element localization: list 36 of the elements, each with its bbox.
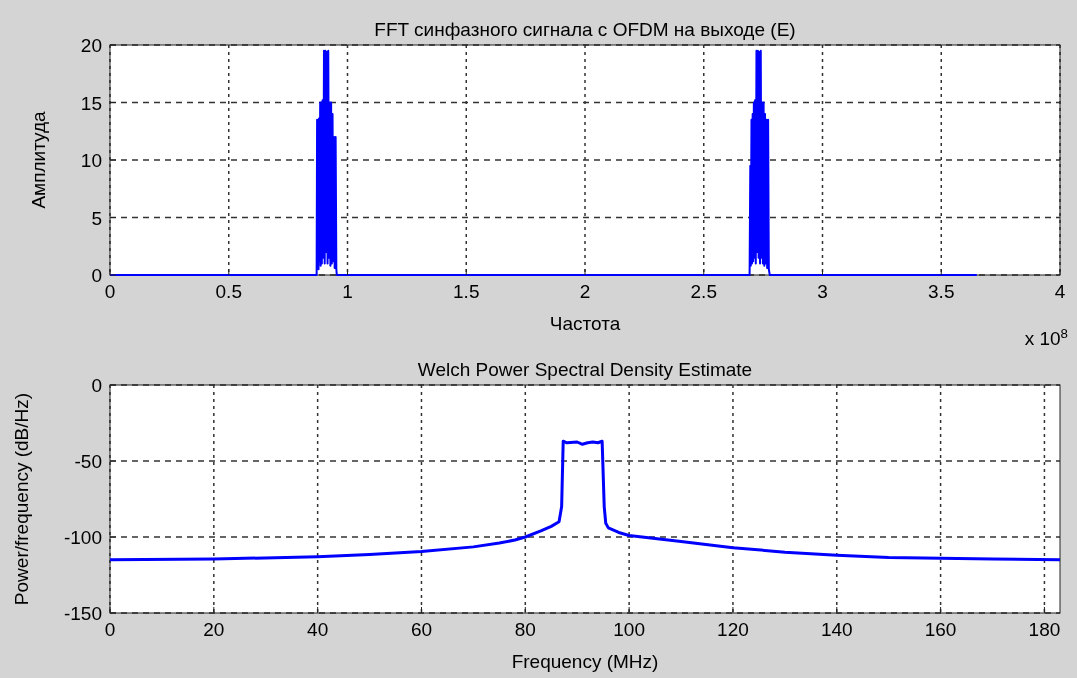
x-tick-label: 0	[104, 281, 116, 302]
y-tick-label: 15	[80, 92, 102, 114]
x-tick-label: 0.5	[215, 281, 242, 302]
x-tick-label: 2	[579, 281, 591, 302]
y-axis-title: Амплитуда	[28, 110, 49, 209]
x-tick-label: 2.5	[690, 281, 717, 302]
y-tick-label: 10	[80, 150, 102, 171]
x-axis-title: Частота	[549, 313, 621, 334]
x-tick-label: 0	[104, 619, 116, 640]
line-series	[108, 439, 1062, 562]
x-tick-label: 40	[307, 619, 329, 640]
x-tick-label: 3	[817, 281, 828, 302]
x-tick-label: 1	[342, 281, 353, 302]
x-tick-label: 80	[514, 619, 536, 640]
y-tick-label: 5	[91, 207, 102, 229]
y-tick-label: 20	[80, 35, 102, 56]
y-tick-label: -100	[63, 527, 102, 548]
x-tick-label: 20	[203, 619, 225, 640]
chart-title: Welch Power Spectral Density Estimate	[417, 359, 753, 380]
y-tick-label: 0	[91, 375, 102, 396]
x-tick-label: 4	[1054, 281, 1066, 302]
x-tick-label: 1.5	[453, 281, 480, 302]
y-tick-label: 0	[91, 265, 102, 286]
y-tick-label: -50	[74, 451, 102, 472]
x-tick-label: 140	[820, 619, 853, 640]
x-tick-label: 3.5	[928, 281, 955, 302]
chart-title: FFT синфазного сигнала с OFDM на выходе (E)	[374, 19, 796, 40]
x-tick-label: 100	[613, 619, 645, 640]
x-tick-label: 120	[717, 619, 749, 640]
x-axis-title: Frequency (MHz)	[511, 651, 659, 672]
x-tick-label: 160	[924, 619, 957, 640]
text: x 10$^{8}$	[1024, 325, 1068, 349]
y-tick-label: -150	[63, 603, 102, 624]
x-tick-label: 60	[410, 619, 433, 640]
x-tick-label: 180	[1028, 619, 1061, 640]
y-axis-title: Power/frequency (dB/Hz)	[11, 392, 32, 606]
